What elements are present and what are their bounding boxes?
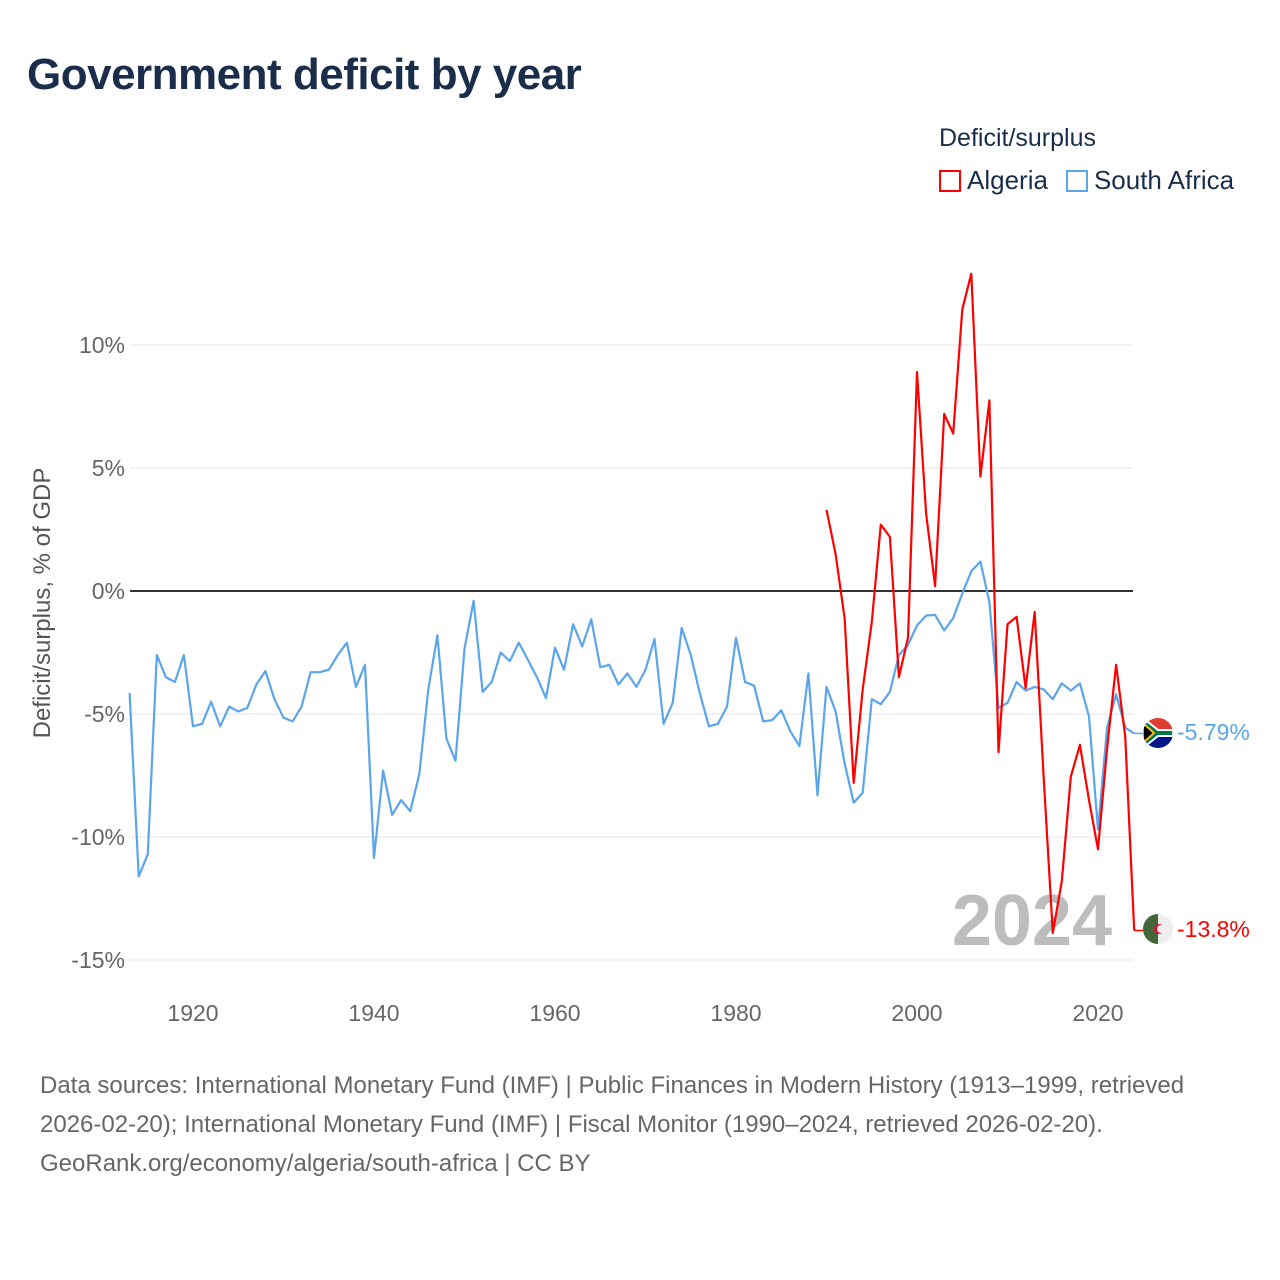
series-lines: [128, 272, 1143, 935]
y-tick-label: 0%: [92, 578, 125, 604]
y-axis-ticks: 10% 5% 0% -5% -10% -15%: [71, 332, 125, 973]
legend-item-south-africa[interactable]: South Africa: [1065, 165, 1235, 196]
chart-area: 10% 5% 0% -5% -10% -15% 1920 1940 1960 1980 2000 2…: [29, 272, 1250, 1026]
y-tick-label: -10%: [71, 824, 125, 850]
y-tick-label: -15%: [71, 947, 125, 973]
y-tick-label: -5%: [84, 701, 125, 727]
end-label-south-africa: -5.79%: [1177, 719, 1250, 745]
x-tick-label: 1940: [348, 1000, 399, 1026]
legend-title: Deficit/surplus: [939, 124, 1096, 152]
legend-swatch-south-africa: [1065, 169, 1088, 192]
flag-algeria-icon: [1143, 914, 1173, 944]
year-watermark: 2024: [952, 881, 1112, 961]
flag-south-africa-icon: [1143, 718, 1173, 748]
legend-label-south-africa: South Africa: [1093, 165, 1235, 195]
chart-title: Government deficit by year: [27, 50, 582, 99]
series-line-south-africa[interactable]: [128, 560, 1135, 878]
legend-item-algeria[interactable]: Algeria: [939, 165, 1048, 196]
y-tick-label: 5%: [92, 455, 125, 481]
legend-label-algeria: Algeria: [967, 165, 1048, 195]
x-tick-label: 1920: [167, 1000, 218, 1026]
gridlines: [130, 344, 1133, 961]
x-tick-label: 1960: [529, 1000, 580, 1026]
end-label-algeria: -13.8%: [1177, 916, 1250, 942]
legend-swatch-algeria: [939, 169, 961, 192]
x-tick-label: 2020: [1072, 1000, 1123, 1026]
footer: Data sources: International Monetary Fun…: [40, 1066, 1240, 1183]
y-tick-label: 10%: [79, 332, 125, 358]
x-tick-label: 2000: [891, 1000, 942, 1026]
legend: Algeria South Africa: [939, 165, 1234, 196]
data-sources: Data sources: International Monetary Fun…: [40, 1072, 1185, 1138]
y-axis-label: Deficit/surplus, % of GDP: [29, 468, 56, 739]
x-tick-label: 1980: [710, 1000, 761, 1026]
series-line-algeria[interactable]: [825, 272, 1136, 935]
x-axis-ticks: 1920 1940 1960 1980 2000 2020: [167, 1000, 1123, 1026]
credit-link[interactable]: GeoRank.org/economy/algeria/south-africa…: [40, 1150, 591, 1177]
